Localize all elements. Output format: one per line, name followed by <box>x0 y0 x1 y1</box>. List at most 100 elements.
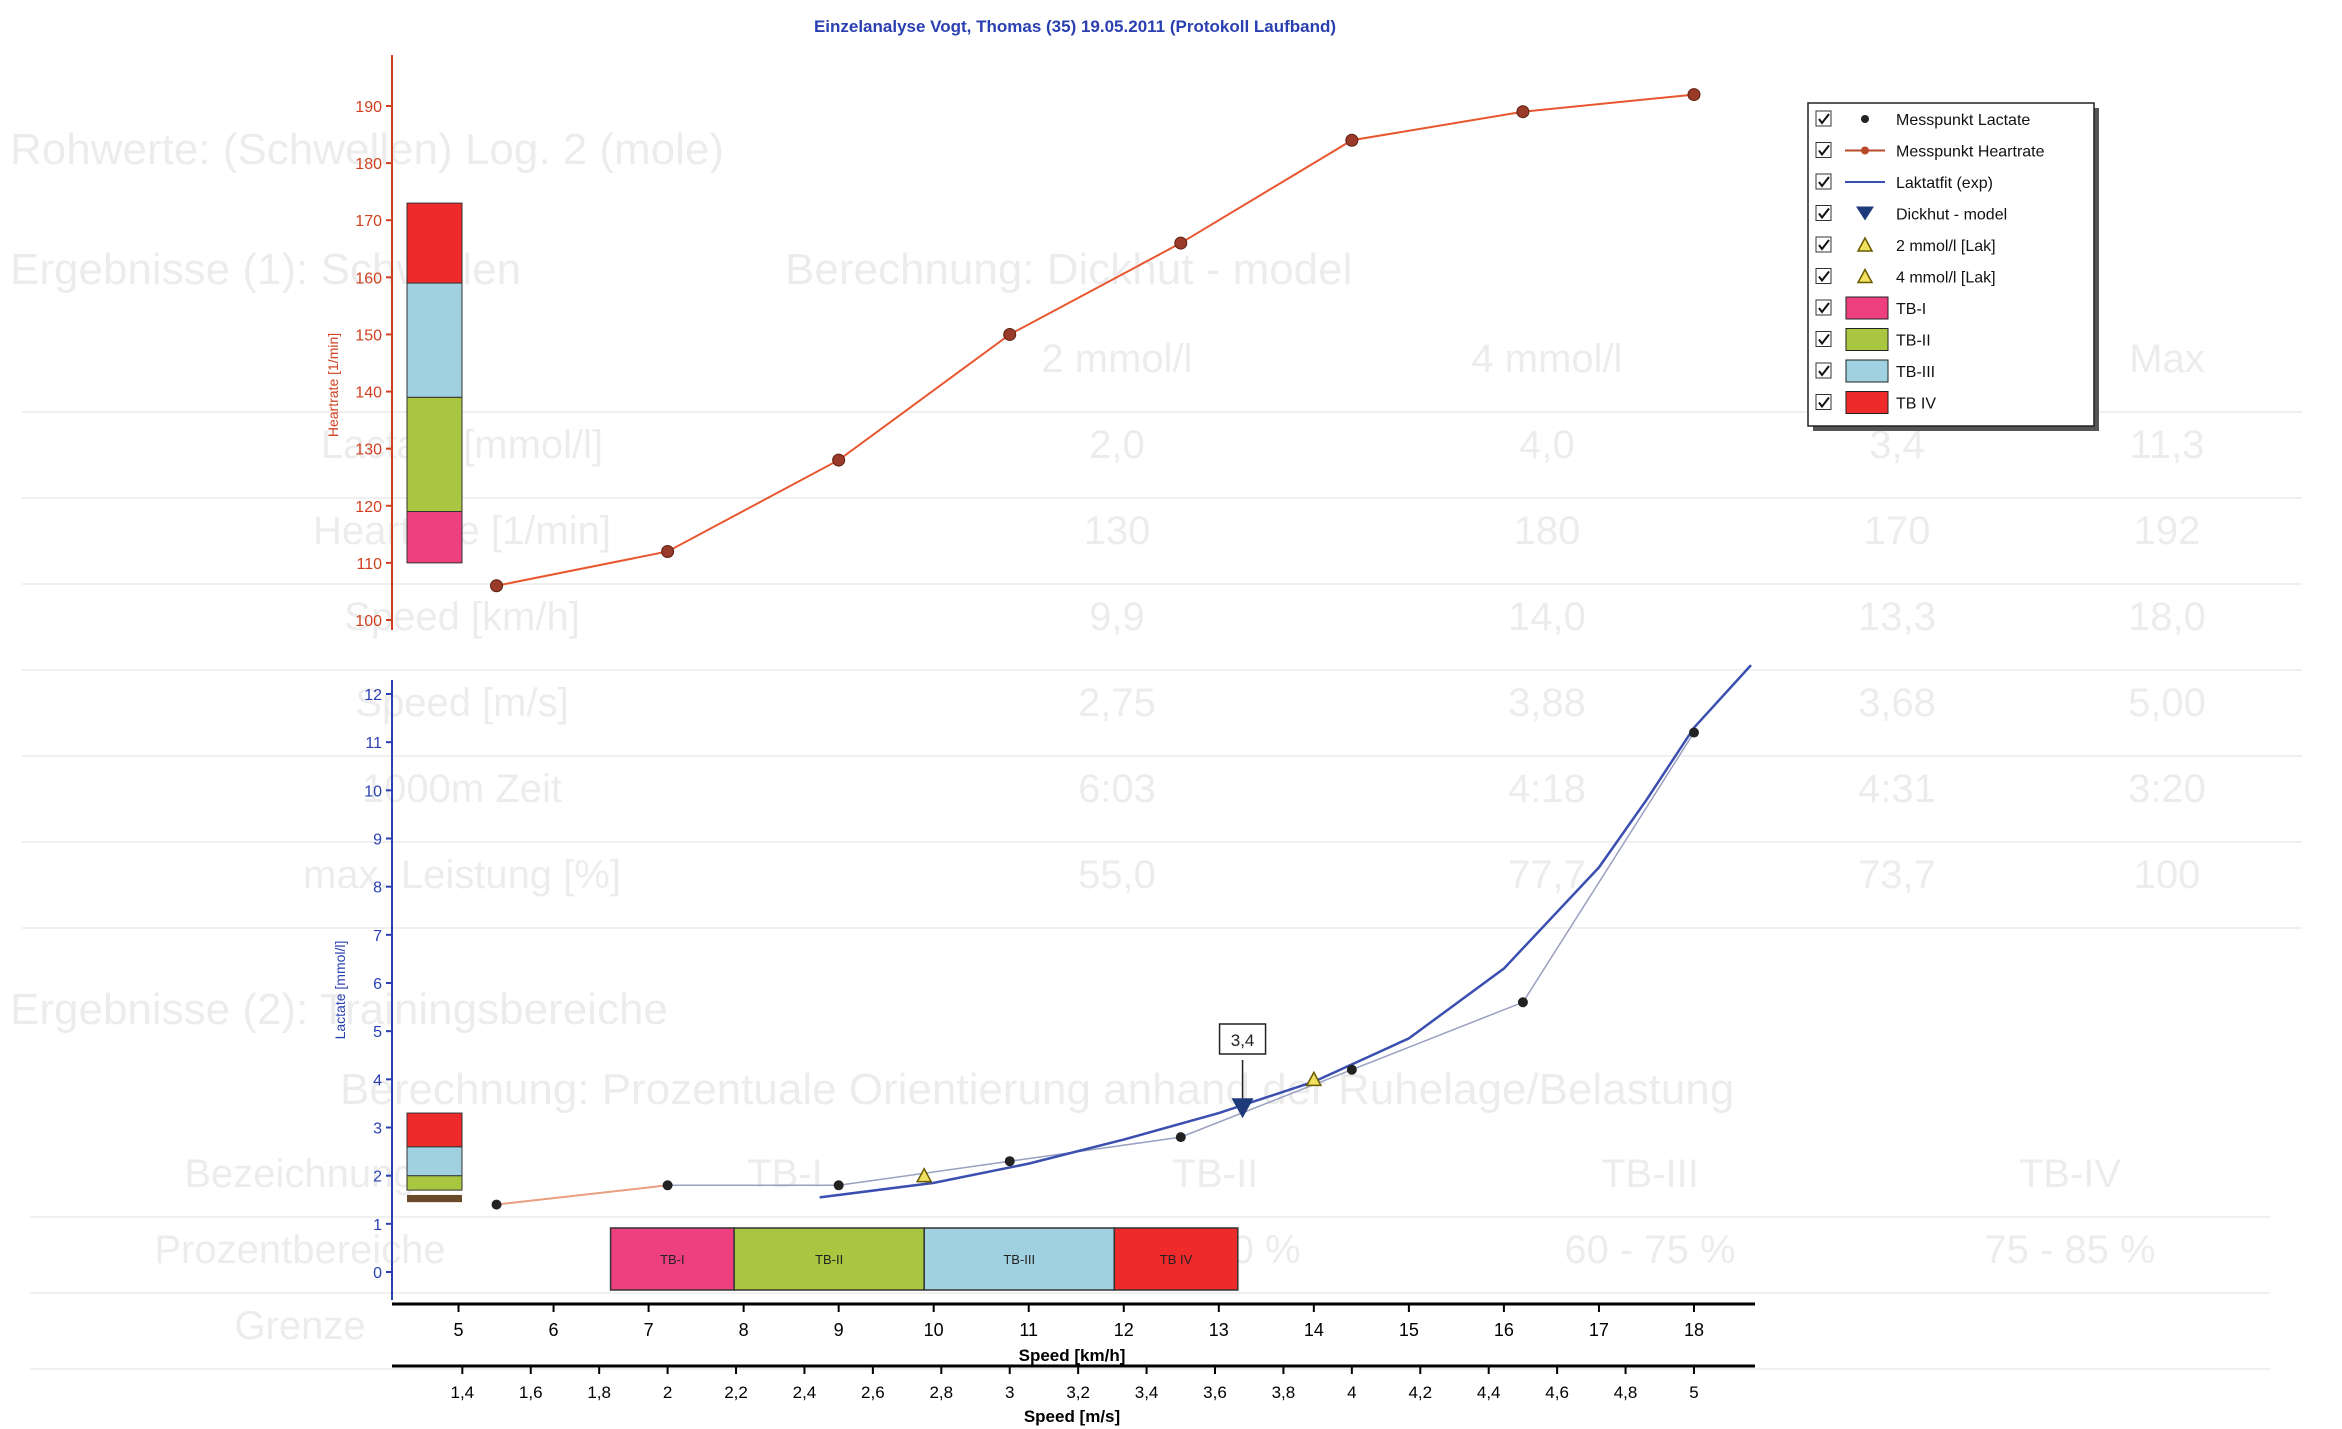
legend-label: 2 mmol/l [Lak] <box>1896 238 1996 255</box>
ghost-line-rohwerte: Rohwerte: (Schwellen) Log. 2 (mole) <box>10 125 725 174</box>
heartrate-axis: 100 110 120 130 140 150 160 170 180 190 <box>355 55 393 630</box>
background-table-1-cell: 11,3 <box>2129 423 2205 467</box>
lactate-tick-label: 0 <box>373 1265 382 1282</box>
legend-checkbox[interactable] <box>1815 268 1832 284</box>
background-table-2-cell: TB-III <box>1601 1152 1699 1196</box>
lactate-point <box>833 1180 844 1191</box>
speed-ms-tick-label: 4,2 <box>1408 1383 1432 1402</box>
speed-kmh-tick-label: 16 <box>1494 1320 1514 1340</box>
heartrate-tick-label: 190 <box>355 99 382 116</box>
speed-kmh-tick-label: 14 <box>1304 1320 1324 1340</box>
threshold-marker <box>1305 1070 1323 1087</box>
background-table-2-cell: Prozentbereiche <box>154 1228 446 1272</box>
lactate-point <box>1517 997 1528 1008</box>
background-table-1-cell: 4,0 <box>1519 423 1575 467</box>
background-table-1-cell: 73,7 <box>1858 853 1936 897</box>
legend-check-mark <box>1818 270 1830 283</box>
speed-ms-tick-label: 3 <box>1005 1383 1014 1402</box>
speed-zone-label: TB-II <box>815 1252 843 1267</box>
ghost-line-ergebnisse-2: Ergebnisse (2): Trainingsbereiche <box>10 985 668 1034</box>
lactate-tick-label: 5 <box>373 1024 382 1041</box>
heartrate-point <box>1345 133 1359 147</box>
lactate-zone-tb-iii <box>406 1146 463 1177</box>
background-table-1-cell: Max <box>2129 337 2205 381</box>
lactate-fit-line <box>819 664 1752 1199</box>
background-table-1-row-line <box>22 755 2302 757</box>
lactate-axis-label: Lactate [mmol/l] <box>332 941 348 1040</box>
legend-check-mark <box>1818 396 1830 409</box>
speed-zone-tb-ii <box>733 1227 925 1291</box>
background-table-1-row-line <box>22 927 2302 929</box>
background-table-1-row-line <box>22 669 2302 671</box>
legend-symbol-triangle-up <box>1856 267 1874 284</box>
background-table-1-cell: 2,0 <box>1089 423 1145 467</box>
marker-layer: 3,4 <box>915 1023 1323 1183</box>
speed-kmh-tick-label: 12 <box>1114 1320 1134 1340</box>
dickhut-marker <box>1231 1098 1254 1119</box>
speed-ms-tick-label: 2 <box>663 1383 672 1402</box>
legend-label: TB IV <box>1896 396 1936 413</box>
speed-kmh-tick-label: 5 <box>454 1320 464 1340</box>
speed-ms-axis-label: Speed [m/s] <box>1024 1407 1120 1426</box>
legend-checkbox[interactable] <box>1815 394 1832 410</box>
chart-title: Einzelanalyse Vogt, Thomas (35) 19.05.20… <box>814 17 1336 36</box>
speed-ms-tick-label: 2,8 <box>929 1383 953 1402</box>
background-table-1-cell: 18,0 <box>2128 595 2206 639</box>
lactate-point <box>1688 727 1699 738</box>
lactate-tick-label: 10 <box>364 783 382 800</box>
lactate-tick-label: 8 <box>373 880 382 897</box>
background-table-1-cell: Speed [m/s] <box>355 681 569 725</box>
legend-label: TB-II <box>1896 333 1931 350</box>
heartrate-tick-label: 160 <box>355 270 382 287</box>
background-table-1-cell: 4 mmol/l <box>1471 337 1623 381</box>
heartrate-tick-label: 120 <box>355 499 382 516</box>
legend-checkbox[interactable] <box>1815 236 1832 253</box>
lactate-tick-label: 3 <box>373 1121 382 1138</box>
legend-checkbox[interactable] <box>1815 110 1832 127</box>
background-table-1-cell: 14,0 <box>1508 595 1586 639</box>
legend-symbol-box <box>1845 391 1889 414</box>
background-table-2-cell: Bezeichnung <box>184 1152 416 1196</box>
lactate-tick-label: 6 <box>373 976 382 993</box>
legend-checkbox[interactable] <box>1815 362 1832 379</box>
background-table-1-cell: 13,3 <box>1858 595 1936 639</box>
lactate-point <box>662 1180 673 1191</box>
legend-symbol-box <box>1845 296 1889 320</box>
legend-check-mark <box>1818 113 1830 125</box>
legend-check-mark <box>1818 302 1830 314</box>
heartrate-tick-label: 170 <box>355 213 382 230</box>
legend-checkbox[interactable] <box>1815 142 1832 158</box>
background-table-2-cell: TB-II <box>1171 1152 1259 1196</box>
legend-checkbox[interactable] <box>1815 299 1832 316</box>
legend-checkbox[interactable] <box>1815 205 1832 221</box>
background-table-1-cell: 3,88 <box>1508 681 1586 725</box>
background-table-1-cell: 6:03 <box>1078 767 1156 811</box>
legend-symbol-triangle-down <box>1856 206 1874 221</box>
speed-kmh-tick-label: 10 <box>924 1320 944 1340</box>
background-table-1-cell: 3:20 <box>2128 767 2206 811</box>
background-table-1-cell: 5,00 <box>2128 681 2206 725</box>
heartrate-point <box>490 579 504 593</box>
speed-ms-tick-label: 2,6 <box>861 1383 885 1402</box>
legend-check-mark <box>1818 333 1830 346</box>
lactate-point <box>1346 1064 1357 1075</box>
speed-ms-tick-label: 4 <box>1347 1383 1356 1402</box>
lactate-tick-label: 12 <box>364 687 382 704</box>
speed-kmh-tick-label: 6 <box>549 1320 559 1340</box>
legend-symbol-triangle-up <box>1856 236 1874 252</box>
legend-checkbox[interactable] <box>1815 173 1832 190</box>
speed-kmh-tick-label: 13 <box>1209 1320 1229 1340</box>
speed-kmh-tick-label: 9 <box>834 1320 844 1340</box>
heartrate-zone-tb-ii <box>406 396 463 512</box>
legend-checkbox[interactable] <box>1815 331 1832 347</box>
background-table-1-cell: 77,7 <box>1508 853 1586 897</box>
series-layer <box>490 88 1752 1210</box>
heartrate-zone-tb-i <box>406 510 463 564</box>
lactate-zone-tb-iv <box>406 1112 463 1148</box>
speed-ms-tick-label: 1,8 <box>587 1383 611 1402</box>
speed-ms-tick-label: 1,4 <box>450 1383 474 1402</box>
lactate-tick-label: 9 <box>373 832 382 849</box>
legend-label: TB-III <box>1896 364 1935 381</box>
